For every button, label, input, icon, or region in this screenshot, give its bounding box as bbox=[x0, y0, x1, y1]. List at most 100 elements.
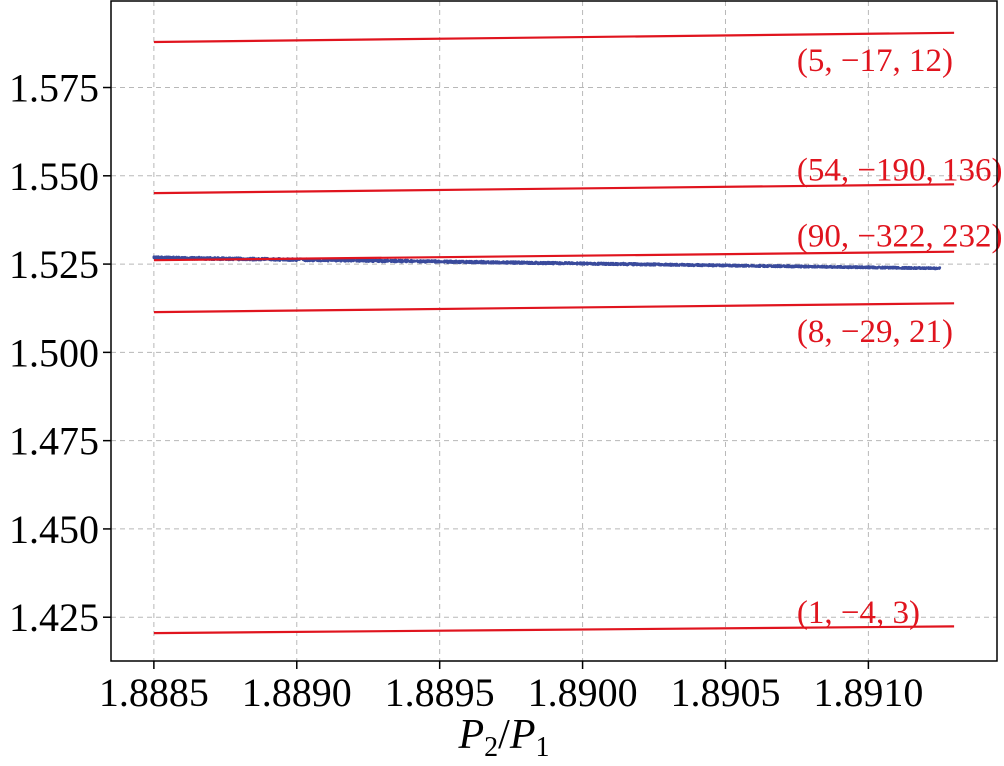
scatter-point bbox=[935, 266, 938, 270]
x-tick-label: 1.8885 bbox=[99, 670, 209, 715]
scatter-point bbox=[737, 264, 741, 267]
scatter-point bbox=[677, 264, 681, 267]
scatter-point bbox=[383, 258, 387, 262]
scatter-point bbox=[892, 266, 896, 270]
scatter-point bbox=[395, 260, 398, 264]
scatter-point bbox=[572, 261, 575, 265]
series-lines bbox=[153, 31, 955, 635]
scatter-point bbox=[843, 265, 846, 269]
scatter-point bbox=[429, 260, 432, 263]
x-tick-label: 1.8900 bbox=[528, 670, 638, 715]
x-tick-label: 1.8890 bbox=[242, 670, 352, 715]
scatter-point bbox=[580, 261, 584, 265]
scatter-point bbox=[793, 264, 797, 268]
scatter-point bbox=[718, 264, 721, 267]
scatter-point bbox=[864, 265, 868, 269]
scatter-point bbox=[558, 261, 562, 264]
scatter-point bbox=[576, 262, 579, 266]
xlabel-p1: P bbox=[509, 712, 536, 758]
scatter-point bbox=[705, 264, 708, 267]
series-line-5 bbox=[153, 625, 955, 635]
series-labels: (5, −17, 12) (54, −190, 136) (90, −322, 23… bbox=[797, 43, 1003, 631]
scatter-point bbox=[198, 255, 201, 259]
scatter-point bbox=[562, 262, 565, 266]
y-tick-label: 1.500 bbox=[9, 330, 99, 375]
x-tick-label: 1.8910 bbox=[813, 670, 923, 715]
scatter-point bbox=[521, 261, 524, 264]
scatter-point bbox=[929, 267, 932, 270]
scatter-point bbox=[885, 265, 889, 269]
scatter-point bbox=[311, 259, 315, 263]
scatter-point bbox=[900, 266, 904, 270]
scatter-point bbox=[172, 255, 175, 259]
scatter-point bbox=[377, 260, 381, 263]
scatter-point bbox=[693, 263, 696, 267]
scatter-point bbox=[655, 262, 658, 266]
scatter-point bbox=[445, 259, 449, 263]
scatter-point bbox=[828, 265, 832, 269]
xlabel-slash: / bbox=[498, 712, 510, 758]
scatter-point bbox=[796, 265, 800, 268]
scatter-point bbox=[586, 263, 589, 266]
scatter-point bbox=[632, 263, 635, 267]
scatter-point bbox=[673, 263, 676, 266]
scatter-point bbox=[882, 265, 886, 269]
scatter-point bbox=[802, 265, 806, 269]
scatter-point bbox=[848, 265, 851, 269]
series-label-4: (8, −29, 21) bbox=[797, 314, 953, 350]
series-line-2 bbox=[153, 183, 955, 195]
scatter-point bbox=[499, 261, 503, 264]
scatter-point bbox=[845, 265, 849, 269]
series-label-1: (5, −17, 12) bbox=[797, 43, 953, 79]
scatter-point bbox=[643, 263, 647, 267]
scatter-point bbox=[751, 264, 755, 268]
y-tick-label: 1.550 bbox=[9, 154, 99, 199]
scatter-band bbox=[152, 255, 942, 271]
y-tick-label: 1.475 bbox=[9, 419, 99, 464]
scatter-point bbox=[484, 260, 487, 264]
scatter-point bbox=[363, 259, 367, 263]
scatter-point bbox=[657, 262, 660, 266]
series-label-3: (90, −322, 232) bbox=[797, 219, 1003, 255]
scatter-point bbox=[347, 259, 350, 263]
scatter-point bbox=[602, 261, 606, 265]
scatter-point bbox=[463, 261, 467, 264]
scatter-point bbox=[733, 264, 737, 268]
scatter-point bbox=[397, 259, 401, 263]
scatter-point bbox=[616, 262, 619, 266]
scatter-point bbox=[721, 264, 724, 267]
scatter-point bbox=[702, 263, 705, 267]
scatter-point bbox=[862, 265, 865, 269]
scatter-point bbox=[689, 263, 693, 267]
scatter-point bbox=[918, 266, 921, 270]
scatter-point bbox=[791, 264, 794, 268]
scatter-point bbox=[534, 261, 537, 264]
scatter-point bbox=[709, 264, 713, 267]
scatter-point bbox=[682, 264, 686, 267]
scatter-point bbox=[435, 260, 438, 264]
scatter-point bbox=[366, 259, 370, 263]
scatter-point bbox=[507, 260, 510, 264]
scatter-point bbox=[381, 260, 385, 264]
scatter-point bbox=[160, 256, 163, 260]
scatter-point bbox=[723, 264, 726, 268]
scatter-point bbox=[408, 260, 412, 263]
series-line-4 bbox=[153, 302, 955, 314]
scatter-point bbox=[605, 263, 608, 266]
scatter-point bbox=[165, 255, 169, 259]
scatter-point bbox=[635, 262, 639, 266]
scatter-point bbox=[812, 265, 815, 269]
scatter-point bbox=[747, 264, 751, 268]
series-line-1 bbox=[153, 31, 955, 44]
series-label-5: (1, −4, 3) bbox=[797, 595, 920, 631]
xlabel-sub2: 2 bbox=[484, 732, 498, 763]
scatter-point bbox=[753, 264, 757, 268]
scatter-point bbox=[371, 258, 375, 262]
scatter-point bbox=[625, 262, 629, 266]
scatter-point bbox=[492, 261, 495, 265]
scatter-point bbox=[512, 262, 516, 265]
scatter-point bbox=[745, 264, 748, 267]
scatter-point bbox=[517, 261, 520, 264]
y-tick-label: 1.450 bbox=[9, 507, 99, 552]
